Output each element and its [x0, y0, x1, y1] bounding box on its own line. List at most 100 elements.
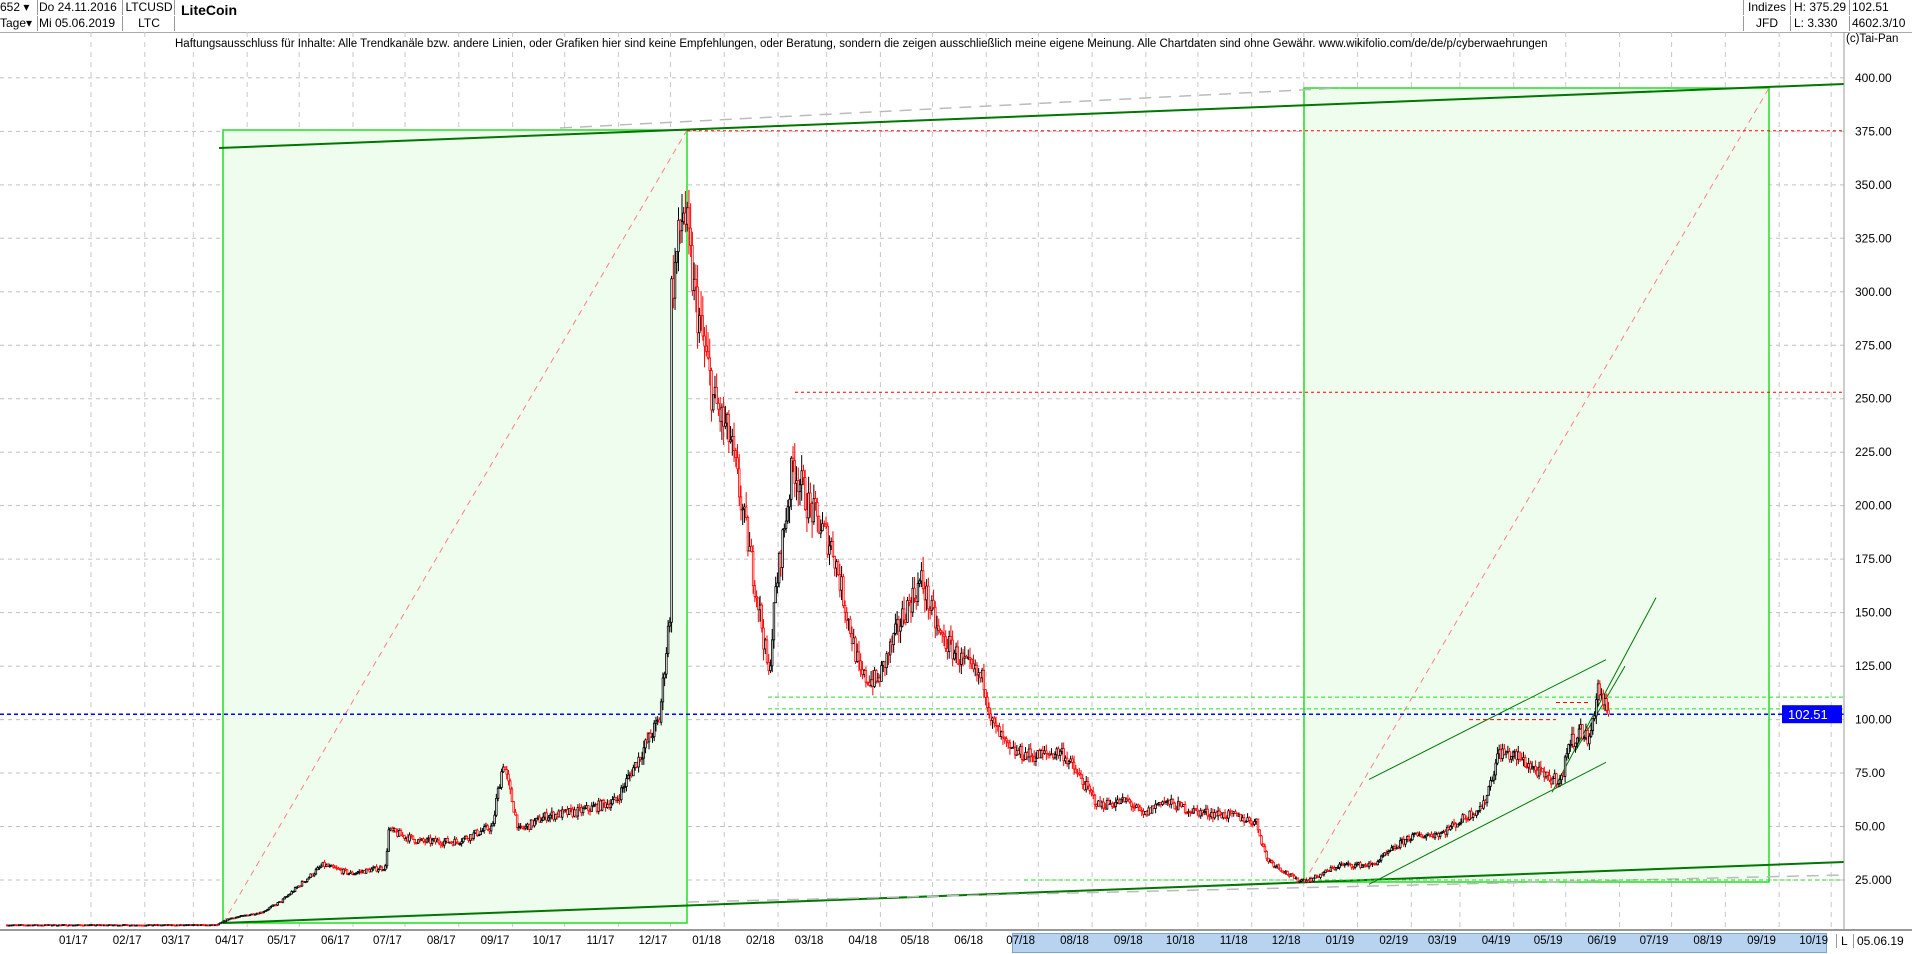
candle-body [1569, 743, 1572, 746]
candle-body [902, 608, 906, 621]
candle-body [496, 787, 500, 799]
candle [1449, 824, 1452, 831]
extra-value: 4602.3/10 [1852, 16, 1906, 30]
candle-body [899, 625, 902, 632]
candle [1548, 769, 1551, 783]
candle [1164, 800, 1168, 805]
date-axis[interactable]: 01/17 02/17 03/17 04/17 05/17 06/17 07/17 08/17… [0, 929, 1912, 954]
price-chart[interactable]: 25.000 50.00 75.00 100.00 125.00 150.00 175.00… [0, 0, 1912, 930]
candle-body [703, 335, 706, 347]
candle-body [217, 923, 220, 926]
candle [1244, 820, 1248, 823]
candle [481, 828, 484, 833]
candle [1582, 736, 1586, 742]
candle [1605, 693, 1608, 713]
candle [921, 556, 925, 594]
candle [1539, 760, 1543, 775]
candle-body [1074, 768, 1078, 774]
candle-body [1176, 801, 1180, 811]
candle [1440, 830, 1444, 834]
candle-body [1518, 751, 1522, 760]
candle [1065, 751, 1069, 767]
candle-body [677, 219, 680, 253]
candle-body [507, 773, 510, 782]
candle [661, 672, 665, 711]
candle-body [1039, 750, 1043, 759]
candle [1353, 862, 1357, 870]
candle [790, 456, 793, 510]
x-tick-label: 12/17 [638, 935, 668, 947]
candle-body [1511, 751, 1515, 757]
candle [314, 867, 318, 876]
candle [880, 660, 883, 682]
candle-body [1312, 877, 1315, 882]
candle [708, 338, 711, 386]
candle [382, 868, 385, 872]
candle-body [1053, 754, 1057, 759]
candle [1416, 831, 1419, 838]
candle [689, 203, 692, 257]
candle-body [1078, 772, 1081, 775]
candle-body [394, 828, 397, 833]
x-tick-label: 06/19 [1587, 935, 1617, 947]
bar-count-select[interactable]: 652 ▾ [0, 0, 38, 15]
candle [437, 837, 441, 846]
candle [793, 443, 796, 498]
candle-body [267, 907, 271, 911]
candle-body [1411, 834, 1414, 841]
candle-body [960, 652, 963, 665]
y-tick-label: 175.00 [1855, 552, 1892, 566]
candle-body [541, 816, 545, 821]
candle-body [765, 639, 769, 663]
candle-body [465, 835, 469, 840]
candle-body [1114, 801, 1117, 807]
candle-body [996, 724, 999, 727]
x-tick-label: 02/18 [746, 935, 775, 947]
high-value: H: 375.29 [1792, 0, 1850, 15]
candle [1072, 755, 1076, 775]
candle [1477, 810, 1480, 815]
candle-body [942, 633, 946, 638]
candle [1581, 724, 1584, 741]
candle [394, 828, 397, 833]
candle-body [319, 865, 323, 868]
candle-body [941, 631, 944, 635]
candle [1463, 813, 1466, 820]
candle-body [576, 807, 580, 817]
candle-body [706, 350, 710, 359]
candle [489, 823, 493, 835]
period-select[interactable]: Tage▾ [0, 16, 38, 31]
candle [1598, 680, 1602, 701]
candle-body [781, 529, 784, 568]
candle-body [1119, 798, 1123, 804]
candle [908, 593, 911, 607]
candle-body [1072, 762, 1076, 770]
candle-body [417, 839, 420, 844]
candle [465, 834, 469, 840]
candle-body [956, 646, 960, 665]
candle-body [670, 278, 673, 623]
candle [351, 870, 354, 876]
candle [765, 635, 769, 665]
candle-body [845, 611, 849, 621]
candle-body [1485, 794, 1489, 804]
candle-body [1576, 737, 1579, 744]
candle [627, 769, 630, 780]
candle-body [1487, 786, 1490, 796]
candle [1128, 797, 1131, 804]
candle-body [689, 227, 692, 246]
candle-body [783, 528, 786, 531]
candle [698, 307, 701, 343]
candle-body [826, 525, 829, 555]
candle [1558, 774, 1562, 788]
candle-body [1274, 865, 1277, 868]
candle [425, 837, 429, 844]
candle [1315, 874, 1319, 879]
candle-body [460, 841, 463, 844]
candle-body [486, 825, 489, 831]
candle-body [1595, 699, 1598, 717]
scale-mode[interactable]: L [1836, 934, 1848, 948]
candle-body [1591, 718, 1595, 731]
candle-body [632, 767, 635, 777]
candle-body [666, 625, 670, 655]
